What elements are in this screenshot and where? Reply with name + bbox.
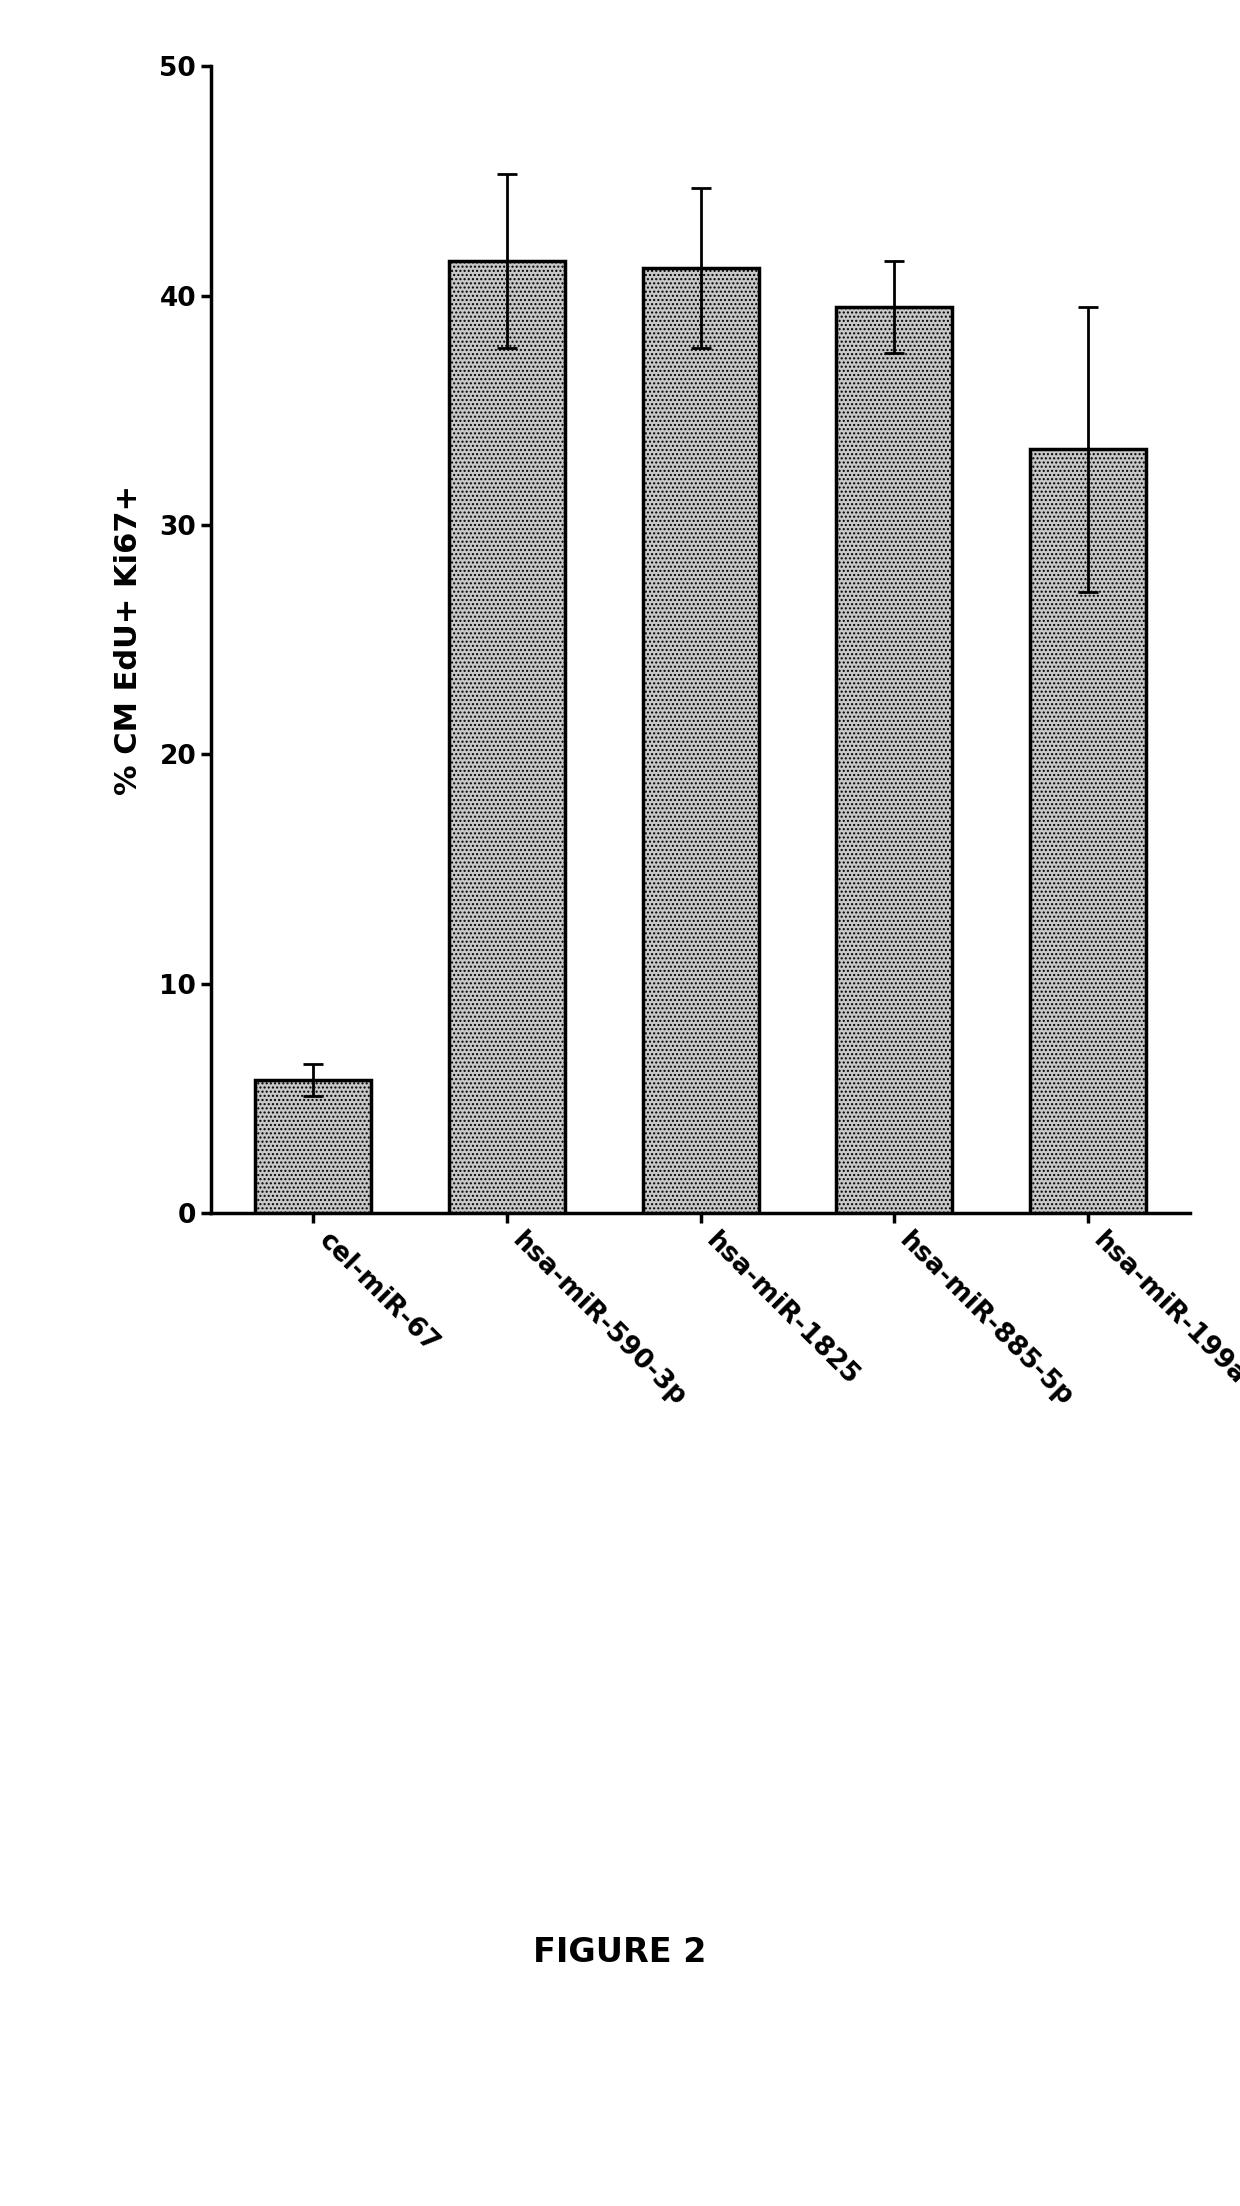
Bar (642, 269, 759, 1213)
Text: FIGURE 2: FIGURE 2 (533, 1937, 707, 1968)
Bar (449, 260, 565, 1213)
Y-axis label: % CM EdU+ Ki67+: % CM EdU+ Ki67+ (114, 485, 143, 794)
Bar (1029, 450, 1146, 1213)
Bar (836, 307, 952, 1213)
Bar (255, 1081, 372, 1213)
